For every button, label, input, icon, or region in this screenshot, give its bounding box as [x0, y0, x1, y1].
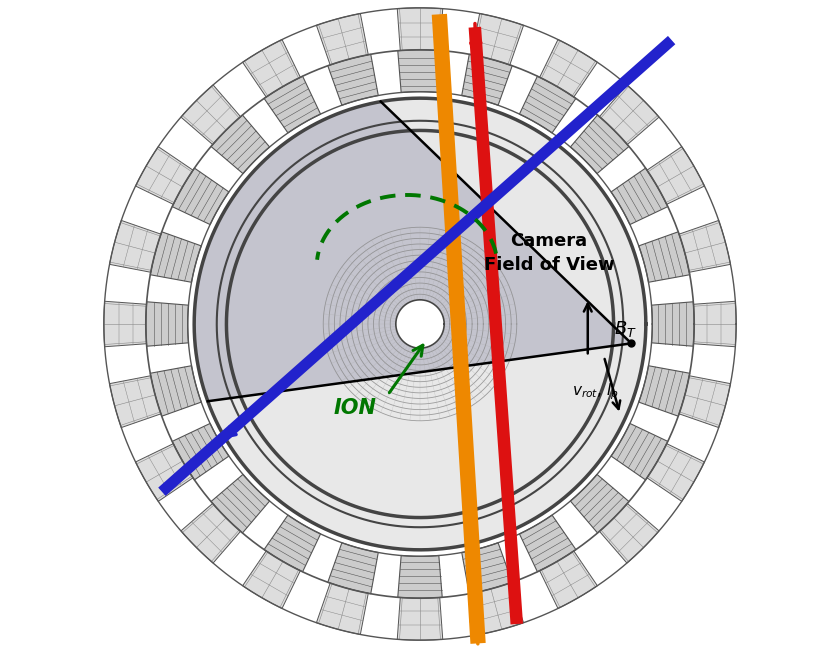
Polygon shape [328, 543, 378, 594]
Polygon shape [472, 583, 523, 634]
Polygon shape [181, 503, 240, 563]
Polygon shape [679, 376, 731, 428]
Polygon shape [638, 365, 690, 416]
Polygon shape [146, 302, 188, 346]
Polygon shape [652, 302, 694, 346]
Circle shape [396, 300, 444, 348]
Polygon shape [570, 115, 629, 174]
Polygon shape [398, 50, 442, 93]
Polygon shape [694, 301, 736, 347]
Polygon shape [539, 551, 597, 608]
Polygon shape [109, 376, 161, 428]
Text: Camera
Field of View: Camera Field of View [484, 232, 614, 274]
Polygon shape [264, 515, 321, 572]
Polygon shape [397, 597, 443, 640]
Polygon shape [397, 8, 443, 51]
Polygon shape [462, 54, 512, 105]
Polygon shape [570, 474, 629, 533]
Polygon shape [647, 444, 705, 502]
Polygon shape [600, 503, 659, 563]
Polygon shape [104, 301, 146, 347]
Polygon shape [264, 76, 321, 133]
Polygon shape [194, 102, 632, 401]
Polygon shape [172, 168, 229, 225]
Polygon shape [135, 444, 193, 502]
Polygon shape [462, 543, 512, 594]
Polygon shape [150, 232, 202, 283]
Polygon shape [181, 85, 240, 145]
Polygon shape [328, 54, 378, 105]
Polygon shape [519, 515, 576, 572]
Polygon shape [211, 115, 270, 174]
Circle shape [194, 98, 646, 550]
Polygon shape [472, 14, 523, 65]
Polygon shape [317, 14, 368, 65]
Text: ION: ION [334, 399, 377, 419]
Polygon shape [150, 365, 202, 416]
Text: $v_{rot}$, $I_p$: $v_{rot}$, $I_p$ [572, 381, 618, 402]
Polygon shape [109, 220, 161, 272]
Polygon shape [638, 232, 690, 283]
Polygon shape [539, 40, 597, 97]
Polygon shape [679, 220, 731, 272]
Polygon shape [135, 146, 193, 204]
Polygon shape [398, 555, 442, 598]
Polygon shape [243, 40, 301, 97]
Polygon shape [317, 583, 368, 634]
Polygon shape [243, 551, 301, 608]
Polygon shape [611, 168, 668, 225]
Polygon shape [519, 76, 576, 133]
Polygon shape [211, 474, 270, 533]
Polygon shape [600, 85, 659, 145]
Text: $B_T$: $B_T$ [613, 319, 637, 339]
Polygon shape [172, 423, 229, 480]
Polygon shape [647, 146, 705, 204]
Polygon shape [611, 423, 668, 480]
